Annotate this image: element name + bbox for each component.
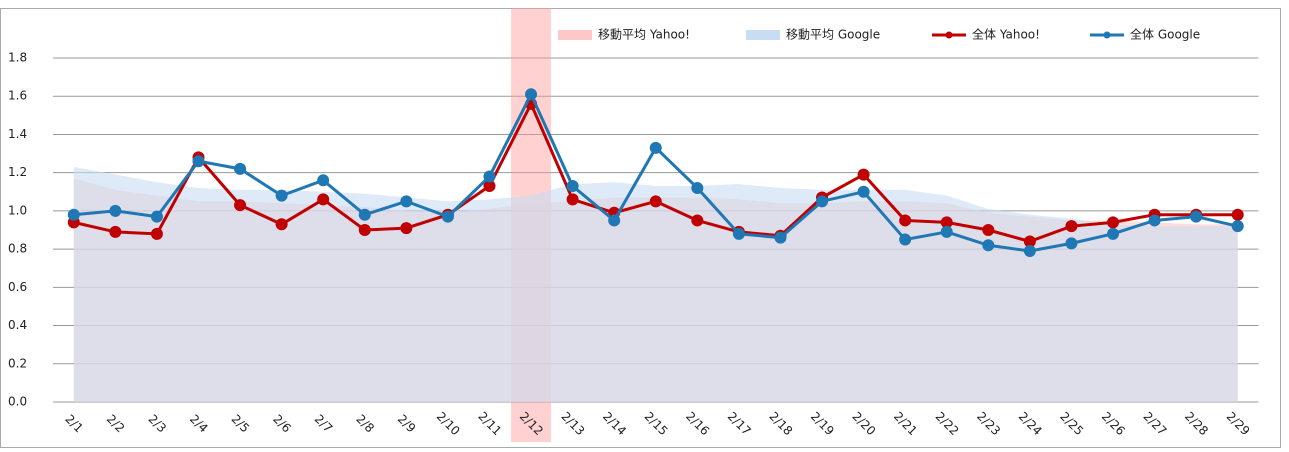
point (1065, 220, 1078, 233)
point (774, 231, 787, 244)
legend-swatch (558, 30, 592, 40)
point (358, 208, 371, 221)
point (109, 225, 122, 238)
legend-label: 移動平均 Yahoo! (598, 28, 690, 42)
point (940, 216, 953, 229)
point (899, 214, 912, 227)
point (275, 189, 288, 202)
y-tick-label: 1.2 (8, 165, 27, 179)
point (234, 199, 247, 212)
y-tick-label: 0.2 (8, 356, 27, 370)
y-tick-label: 0.0 (8, 395, 27, 409)
point (566, 193, 579, 206)
point (1190, 210, 1203, 223)
legend-swatch (945, 31, 953, 39)
point (275, 218, 288, 231)
point (67, 208, 80, 221)
point (940, 225, 953, 238)
legend-swatch (746, 30, 780, 40)
point (691, 181, 704, 194)
point (441, 210, 454, 223)
point (1107, 227, 1120, 240)
point (691, 214, 704, 227)
y-tick-label: 1.4 (8, 127, 27, 141)
point (649, 141, 662, 154)
point (150, 227, 163, 240)
point (1107, 216, 1120, 229)
point (1231, 220, 1244, 233)
point (483, 170, 496, 183)
point (899, 233, 912, 246)
legend-swatch (1103, 31, 1111, 39)
point (317, 174, 330, 187)
y-tick-label: 1.6 (8, 89, 27, 103)
point (1023, 235, 1036, 248)
point (1231, 208, 1244, 221)
point (483, 180, 496, 193)
point (566, 180, 579, 193)
point (358, 224, 371, 236)
point (1023, 245, 1036, 258)
point (982, 224, 995, 236)
legend-label: 全体 Google (1130, 27, 1200, 42)
legend-label: 移動平均 Google (786, 28, 880, 42)
y-tick-label: 0.6 (8, 280, 27, 294)
legend-label: 全体 Yahoo! (972, 27, 1040, 42)
point (816, 195, 829, 208)
point (317, 193, 330, 206)
point (1148, 214, 1161, 227)
y-tick-label: 0.8 (8, 242, 27, 256)
point (150, 210, 163, 223)
point (192, 155, 205, 168)
point (400, 222, 413, 235)
y-tick-label: 0.4 (8, 318, 27, 332)
point (732, 227, 745, 240)
y-tick-label: 1.0 (8, 203, 27, 217)
point (1065, 237, 1078, 250)
point (525, 88, 538, 101)
point (857, 168, 870, 181)
y-tick-label: 1.8 (8, 51, 27, 65)
point (400, 195, 413, 208)
point (982, 239, 995, 252)
point (109, 204, 122, 217)
point (649, 195, 662, 208)
point (857, 185, 870, 198)
point (234, 162, 247, 175)
point (608, 214, 621, 227)
